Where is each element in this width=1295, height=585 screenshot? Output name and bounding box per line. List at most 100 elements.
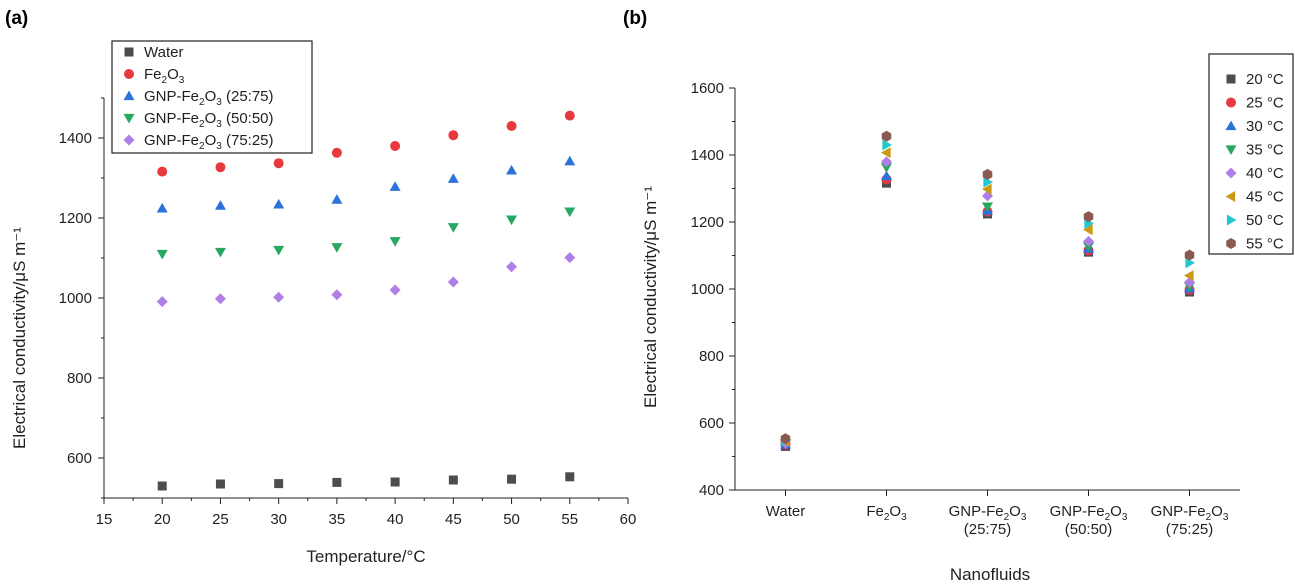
panel-a: (a) 15 20 25 30 35 40 45 50 55 60 600 800 1000 1200 140… <box>5 8 636 566</box>
point-55-c <box>780 433 791 445</box>
point-water <box>565 472 575 482</box>
point-55-c <box>881 130 892 142</box>
legend-marker-35-c <box>1225 145 1237 155</box>
y-tick-label: 600 <box>67 450 92 467</box>
point-50-c <box>983 176 993 188</box>
x-tick-label: 40 <box>387 511 404 528</box>
point-55-c <box>982 168 993 180</box>
point-gnp-fe2o3-75-25 <box>506 261 518 273</box>
legend-label-gnp-fe2o3-75-25: GNP-Fe2O3 (75:25) <box>144 132 274 152</box>
x-tick-label: (75:25) <box>1166 521 1214 538</box>
y-tick-label: 1600 <box>691 80 724 97</box>
point-water <box>448 475 458 485</box>
point-45-c <box>1083 224 1093 236</box>
x-tick-label: 45 <box>445 511 462 528</box>
point-35-c <box>982 202 993 213</box>
legend-marker-20-c <box>1226 74 1236 84</box>
point-gnp-fe2o3-75-25 <box>156 296 168 308</box>
legend-marker-gnp-fe2o3-75-25 <box>123 134 135 146</box>
point-40-c <box>881 156 892 168</box>
point-gnp-fe2o3-75-25 <box>564 252 576 264</box>
legend-marker-gnp-fe2o3-25-75 <box>123 90 135 101</box>
point-gnp-fe2o3-25-75 <box>447 173 459 183</box>
point-50-c <box>882 139 892 151</box>
point-water <box>157 481 167 491</box>
x-axis-title: Nanofluids <box>950 565 1030 584</box>
x-tick-label: GNP-Fe2O3 <box>949 503 1027 523</box>
point-gnp-fe2o3-25-75 <box>156 202 168 213</box>
point-gnp-fe2o3-25-75 <box>506 164 518 175</box>
y-tick-label: 600 <box>699 415 724 432</box>
point-35-c <box>881 163 892 173</box>
point-gnp-fe2o3-50-50 <box>447 223 459 233</box>
legend-label-50-c: 50 °C <box>1246 212 1284 229</box>
point-gnp-fe2o3-75-25 <box>447 276 459 288</box>
legend-label-water: Water <box>144 44 183 61</box>
point-gnp-fe2o3-75-25 <box>389 284 401 296</box>
point-45-c <box>881 147 891 159</box>
legend-label-gnp-fe2o3-50-50: GNP-Fe2O3 (50:50) <box>144 110 274 130</box>
y-axis-title: Electrical conductivity/μS m⁻¹ <box>10 227 29 449</box>
legend-label-40-c: 40 °C <box>1246 165 1284 182</box>
point-fe2o3 <box>564 110 575 121</box>
legend-marker-water <box>124 47 134 57</box>
x-tick-label: Water <box>766 503 805 520</box>
point-water <box>390 477 400 487</box>
x-tick-label: (50:50) <box>1065 521 1113 538</box>
legend-marker-40-c <box>1225 167 1237 179</box>
y-tick-label: 400 <box>699 482 724 499</box>
x-tick-label: (25:75) <box>964 521 1012 538</box>
x-tick-label: 50 <box>503 511 520 528</box>
x-tick-label: GNP-Fe2O3 <box>1151 503 1229 523</box>
legend-marker-45-c <box>1225 191 1236 202</box>
point-gnp-fe2o3-50-50 <box>506 215 518 226</box>
point-gnp-fe2o3-50-50 <box>214 247 226 258</box>
point-40-c <box>1083 235 1094 247</box>
point-45-c <box>1184 270 1194 282</box>
point-35-c <box>1083 242 1094 252</box>
point-gnp-fe2o3-50-50 <box>331 243 343 253</box>
legend-marker-30-c <box>1225 120 1237 131</box>
point-gnp-fe2o3-50-50 <box>273 245 285 256</box>
panel-a-label: (a) <box>5 8 28 29</box>
point-fe2o3 <box>331 147 342 158</box>
point-fe2o3 <box>273 158 284 169</box>
legend-label-20-c: 20 °C <box>1246 71 1284 88</box>
x-tick-label: 60 <box>620 511 637 528</box>
y-tick-label: 1200 <box>691 214 724 231</box>
x-tick-label: 20 <box>154 511 171 528</box>
point-gnp-fe2o3-25-75 <box>214 200 226 210</box>
point-water <box>507 474 517 484</box>
point-gnp-fe2o3-75-25 <box>273 291 285 303</box>
point-55-c <box>1184 249 1195 261</box>
legend-label-gnp-fe2o3-25-75: GNP-Fe2O3 (25:75) <box>144 88 274 108</box>
point-water <box>274 479 284 489</box>
legend-box <box>111 40 313 154</box>
y-tick-label: 1200 <box>59 210 92 227</box>
point-fe2o3 <box>390 141 401 151</box>
point-45-c <box>982 183 992 195</box>
y-tick-label: 1400 <box>59 130 92 147</box>
point-fe2o3 <box>506 121 517 131</box>
point-gnp-fe2o3-25-75 <box>273 198 285 209</box>
point-gnp-fe2o3-25-75 <box>331 194 343 204</box>
x-tick-label: 30 <box>270 511 287 528</box>
legend-label-25-c: 25 °C <box>1246 95 1284 112</box>
x-tick-label: 25 <box>212 511 229 528</box>
x-tick-label: GNP-Fe2O3 <box>1050 503 1128 523</box>
point-water <box>215 479 225 489</box>
x-tick-label: 15 <box>96 511 113 528</box>
point-fe2o3 <box>157 166 168 177</box>
legend-box <box>1208 53 1294 255</box>
point-30-c <box>881 170 892 181</box>
point-55-c <box>1083 211 1094 223</box>
y-tick-label: 1000 <box>59 290 92 307</box>
point-fe2o3 <box>448 130 459 141</box>
point-water <box>332 477 342 487</box>
point-gnp-fe2o3-50-50 <box>389 237 401 247</box>
panel-b-label: (b) <box>623 8 647 29</box>
point-gnp-fe2o3-75-25 <box>214 293 226 305</box>
legend-label-fe2o3: Fe2O3 <box>144 66 185 86</box>
point-fe2o3 <box>215 162 226 173</box>
